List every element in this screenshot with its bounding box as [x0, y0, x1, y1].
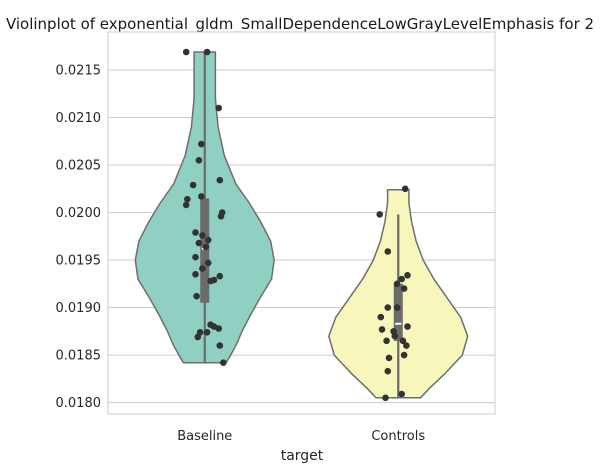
data-point-baseline [182, 48, 190, 56]
data-point-baseline [193, 292, 200, 300]
strip-points [182, 48, 411, 402]
data-point-controls [376, 211, 384, 218]
y-tick-label: 0.0190 [56, 301, 102, 316]
data-point-baseline [192, 229, 199, 236]
data-point-controls [400, 285, 408, 292]
data-point-baseline [189, 181, 197, 189]
data-point-controls [404, 323, 411, 330]
data-point-baseline [194, 333, 202, 341]
data-point-baseline [202, 243, 210, 251]
data-point-baseline [220, 359, 227, 367]
data-point-controls [393, 280, 401, 288]
data-point-baseline [215, 325, 222, 332]
data-point-baseline [199, 265, 206, 272]
data-point-baseline [216, 272, 224, 280]
y-tick-label: 0.0185 [56, 349, 102, 364]
data-point-baseline [203, 48, 211, 56]
data-point-baseline [182, 201, 190, 209]
y-tick-label: 0.0205 [56, 159, 102, 174]
iqr-box-controls [393, 283, 403, 341]
x-axis-label: target [281, 448, 324, 464]
x-tick-label-baseline: Baseline [177, 429, 232, 444]
data-point-controls [404, 272, 411, 279]
data-point-controls [398, 390, 406, 398]
data-point-baseline [203, 329, 211, 336]
data-point-controls [391, 332, 399, 340]
data-point-baseline [184, 195, 191, 203]
data-point-baseline [215, 104, 222, 112]
data-point-controls [399, 337, 407, 345]
y-tick-label: 0.0180 [56, 396, 102, 411]
y-tick-label: 0.0200 [56, 206, 102, 221]
x-tick-label-controls: Controls [371, 429, 425, 444]
data-point-baseline [216, 176, 224, 184]
data-point-controls [401, 185, 409, 193]
data-point-controls [382, 394, 389, 402]
data-point-baseline [198, 193, 205, 200]
data-point-controls [400, 351, 408, 359]
data-point-baseline [204, 259, 212, 267]
data-point-controls [384, 367, 392, 375]
data-point-controls [393, 304, 401, 311]
data-point-baseline [204, 236, 212, 244]
data-point-baseline [198, 140, 205, 148]
data-point-controls [398, 275, 406, 283]
data-point-baseline [192, 253, 199, 261]
y-tick-labels: 0.0180 0.0185 0.0190 0.0195 0.0200 0.0205 0.02… [56, 64, 102, 412]
chart-title: Violinplot of exponential_gldm_SmallDepe… [6, 15, 594, 34]
data-point-baseline [195, 239, 203, 247]
data-point-controls [378, 326, 386, 333]
data-point-baseline [217, 213, 225, 220]
data-point-controls [403, 342, 410, 349]
data-point-baseline [195, 157, 203, 164]
data-point-controls [385, 354, 393, 362]
y-tick-label: 0.0210 [56, 111, 102, 126]
y-tick-label: 0.0215 [56, 64, 102, 79]
data-point-baseline [192, 271, 199, 278]
data-point-controls [384, 304, 392, 311]
x-tick-labels: Baseline Controls [177, 429, 425, 444]
data-point-controls [377, 313, 385, 321]
data-point-baseline [207, 277, 214, 285]
data-point-baseline [199, 232, 206, 239]
data-point-baseline [216, 342, 224, 349]
iqr-box-baseline [200, 198, 210, 303]
y-tick-label: 0.0195 [56, 254, 102, 269]
data-point-controls [383, 337, 390, 345]
data-point-controls [384, 248, 392, 255]
